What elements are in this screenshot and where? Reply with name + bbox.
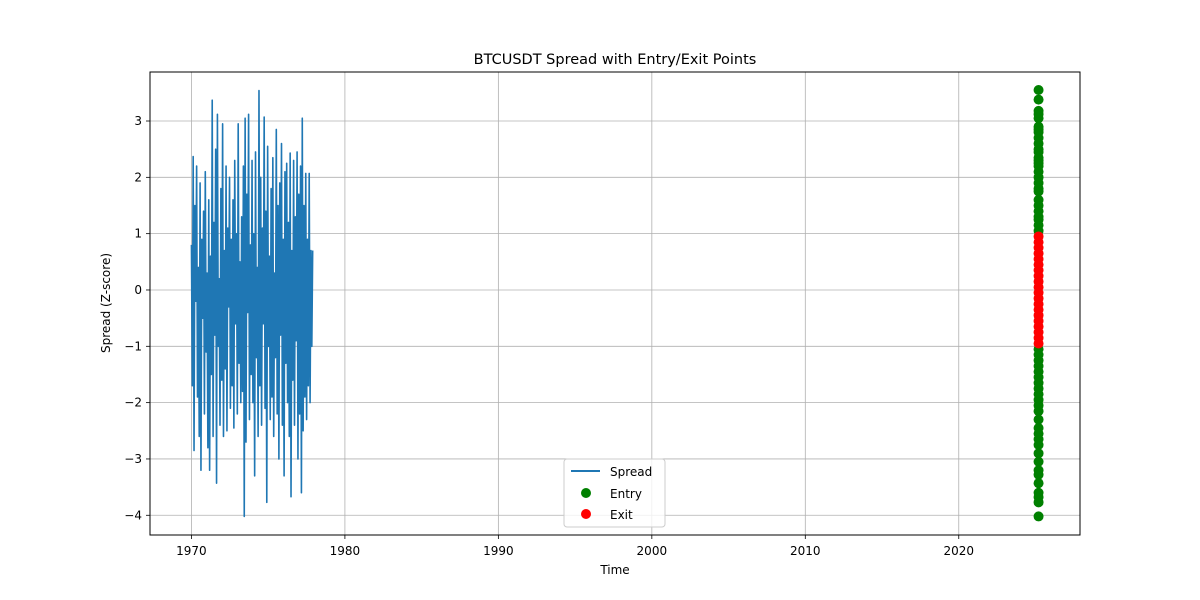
entry-point (1033, 511, 1044, 522)
legend-entry-label: Entry (610, 487, 642, 501)
y-axis-label: Spread (Z-score) (99, 253, 113, 353)
y-tick-label: −1 (124, 339, 142, 353)
entry-point (1033, 456, 1044, 467)
grid (150, 72, 1080, 535)
chart-title: BTCUSDT Spread with Entry/Exit Points (474, 52, 757, 68)
y-tick-label: 1 (134, 227, 142, 241)
y-tick-label: 0 (134, 283, 142, 297)
axes-frame (149, 71, 1081, 536)
entry-point (1033, 469, 1044, 480)
spread-series-line (190, 89, 314, 518)
legend-box (563, 458, 666, 528)
entry-point (1033, 94, 1044, 105)
entry-point (1033, 113, 1044, 124)
x-axis-label: Time (599, 563, 629, 577)
y-tick-label: 3 (134, 114, 142, 128)
entry-point (1033, 414, 1044, 425)
entry-point (1033, 478, 1044, 489)
x-tick-label: 1980 (330, 544, 361, 558)
entry-point (1033, 497, 1044, 508)
x-tick-label: 2000 (637, 544, 668, 558)
x-tick-label: 2020 (943, 544, 974, 558)
plot-area (190, 85, 1044, 522)
legend-exit-label: Exit (610, 508, 633, 522)
y-tick-label: 2 (134, 170, 142, 184)
entry-point (1033, 406, 1044, 417)
y-tick-label: −3 (124, 452, 142, 466)
legend: Spread Entry Exit (563, 458, 666, 528)
entry-point (1033, 439, 1044, 450)
x-tick-label: 1990 (483, 544, 514, 558)
legend-exit-swatch (581, 509, 591, 519)
legend-entry-swatch (581, 488, 591, 498)
y-tick-label: −2 (124, 396, 142, 410)
axis-ticks: 1970 1980 1990 2000 2010 2020 −4 −3 −2 −1 0 1 2 3 (124, 114, 974, 558)
y-tick-label: −4 (124, 508, 142, 522)
x-tick-label: 1970 (176, 544, 207, 558)
entry-point (1033, 448, 1044, 459)
legend-spread-label: Spread (610, 465, 652, 479)
x-tick-label: 2010 (790, 544, 821, 558)
entry-point (1033, 186, 1044, 197)
entry-point (1033, 85, 1044, 96)
exit-point (1033, 338, 1044, 349)
